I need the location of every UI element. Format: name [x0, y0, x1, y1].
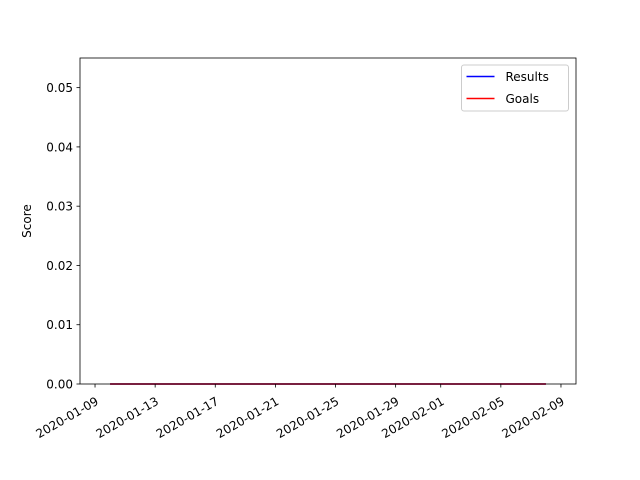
y-tick-label: 0.05: [46, 81, 73, 95]
plot-area-frame: [79, 57, 577, 385]
y-tick-label: 0.03: [46, 200, 73, 214]
y-axis-label: Score: [20, 204, 34, 238]
y-tick-label: 0.04: [46, 140, 73, 154]
y-tick-label: 0.02: [46, 259, 73, 273]
y-tick-label: 0.01: [46, 318, 73, 332]
legend: Results Goals: [461, 64, 569, 112]
legend-label-results: Results: [506, 70, 549, 84]
y-axis: 0.00 0.01 0.02 0.03 0.04 0.05: [46, 81, 80, 392]
legend-label-goals: Goals: [506, 92, 540, 106]
y-tick-label: 0.00: [46, 378, 73, 392]
